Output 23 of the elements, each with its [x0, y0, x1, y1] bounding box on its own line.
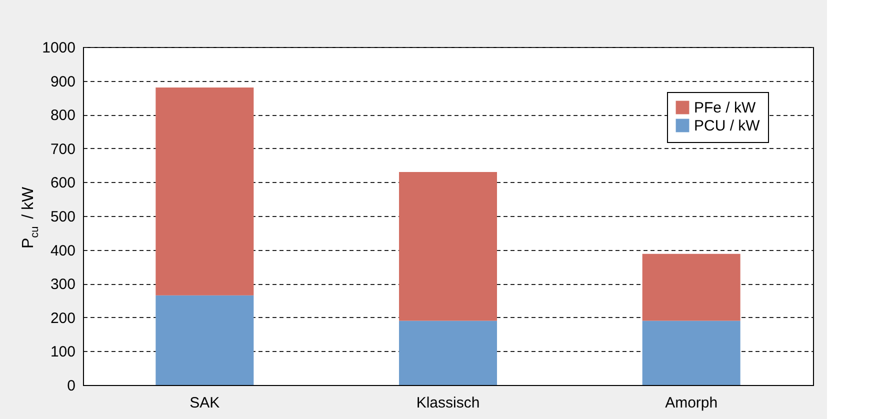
bar — [156, 88, 254, 296]
bar — [399, 320, 497, 385]
y-tick-label: 0 — [67, 378, 76, 394]
y-tick-label: 700 — [50, 140, 76, 158]
y-tick-label: 900 — [50, 73, 76, 90]
y-tick-label: 400 — [50, 242, 76, 260]
y-tick-label: 100 — [50, 344, 76, 361]
y-tick-label: 800 — [50, 107, 76, 124]
x-tick-label: Klassisch — [416, 394, 480, 412]
bar — [642, 320, 740, 385]
y-axis-title: Pcu / kW — [20, 186, 41, 248]
bar — [642, 254, 740, 321]
bar — [399, 172, 497, 321]
x-tick-label: Amorph — [665, 394, 718, 412]
y-tick-label: 600 — [50, 174, 76, 192]
y-tick-label: 1000 — [42, 40, 76, 56]
y-tick-label: 300 — [50, 276, 76, 294]
x-tick-label: SAK — [190, 394, 220, 412]
legend-label: PFe / kW — [694, 100, 757, 116]
y-tick-label: 200 — [50, 310, 76, 327]
bar — [156, 295, 254, 385]
y-tick-label: 500 — [50, 208, 76, 226]
legend-label: PCU / kW — [694, 118, 761, 134]
